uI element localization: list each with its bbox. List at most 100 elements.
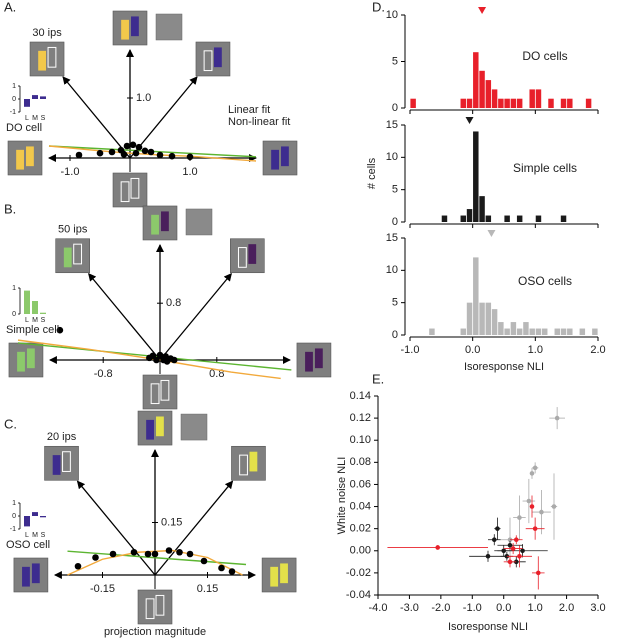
- x-tick-label: -1.0: [463, 602, 482, 614]
- axis-arrow: [159, 272, 232, 361]
- cell-label: DO cell: [6, 122, 42, 134]
- histogram-bar: [410, 98, 416, 108]
- stimulus-thumbnail: [142, 374, 178, 410]
- stimulus-bar: [280, 563, 288, 584]
- histogram-bar: [560, 328, 567, 335]
- stimulus-bar: [26, 146, 34, 167]
- y-tick-label: 0.00: [350, 545, 371, 557]
- stimulus-bar: [121, 19, 129, 40]
- y-tick-label: 0: [392, 329, 398, 341]
- speed-label: 20 ips: [47, 431, 77, 443]
- data-point: [156, 151, 164, 159]
- stimulus-bar: [155, 594, 165, 616]
- histogram-bar: [542, 328, 548, 335]
- data-point: [156, 351, 164, 359]
- stimulus-bar: [31, 563, 40, 584]
- histogram-bar: [460, 215, 466, 222]
- histogram-bar: [529, 328, 535, 335]
- stimulus-bar: [131, 16, 139, 37]
- data-point: [176, 548, 183, 556]
- inset-bar: [40, 312, 46, 314]
- cell-label: Simple cell: [6, 324, 59, 336]
- stimulus-thumbnail: [230, 238, 265, 274]
- inset-category: S: [41, 317, 46, 324]
- data-point: [186, 550, 194, 558]
- axis-arrow: [129, 76, 198, 159]
- x-tick-label: 2.0: [559, 602, 574, 614]
- data-point: [495, 526, 500, 531]
- stimulus-bar: [62, 451, 71, 472]
- data-point: [510, 546, 516, 551]
- axis-arrow: [76, 480, 156, 576]
- histogram-bar: [529, 89, 535, 108]
- x-tick-label: 0.0: [496, 602, 511, 614]
- histogram-bar: [535, 328, 542, 335]
- mean-marker: [465, 117, 474, 124]
- axis-arrow: [88, 272, 161, 361]
- data-point: [56, 326, 64, 334]
- y-tick-label: 0: [392, 216, 398, 228]
- histogram-bar: [466, 302, 473, 335]
- y-tick-label: 0.12: [350, 412, 371, 424]
- histogram-bar: [510, 322, 517, 335]
- inset-category: L: [25, 115, 29, 122]
- data-point: [144, 550, 152, 558]
- panel-label: D.: [372, 0, 385, 14]
- stimulus-thumbnail: [142, 205, 178, 241]
- stimulus-bar: [47, 46, 57, 68]
- stimulus-thumbnail: [262, 140, 298, 176]
- histogram-bar: [429, 328, 435, 335]
- stimulus-thumbnail: [112, 10, 148, 46]
- mean-marker: [478, 7, 487, 14]
- data-point: [170, 356, 178, 364]
- speed-label: 30 ips: [32, 27, 62, 39]
- data-point: [108, 148, 116, 156]
- noise-thumbnail: [185, 208, 213, 236]
- histogram-bar: [510, 98, 517, 108]
- histogram-bar: [567, 98, 573, 108]
- x-tick-label: -0.15: [90, 583, 115, 595]
- histogram-bar: [485, 215, 492, 222]
- stimulus-bar: [270, 566, 279, 587]
- data-point: [507, 542, 513, 548]
- y-tick-label: 1.0: [136, 92, 151, 104]
- y-tick-label: 0.14: [350, 390, 371, 402]
- inset-tick-label: 1: [12, 83, 16, 90]
- stimulus-bar: [52, 455, 61, 475]
- stimulus-bar: [271, 149, 279, 170]
- y-tick-label: 0.10: [350, 434, 371, 446]
- data-point: [168, 152, 176, 160]
- inset-bar: [24, 290, 30, 314]
- panel-label: A.: [4, 0, 16, 14]
- inset-category: L: [25, 317, 29, 324]
- histogram-bar: [548, 98, 554, 108]
- inset-bar: [32, 95, 38, 99]
- stimulus-bar: [161, 211, 169, 232]
- stimulus-bar: [145, 598, 155, 620]
- data-point: [526, 498, 532, 504]
- stimulus-bar: [151, 214, 159, 235]
- noise-thumbnail: [180, 413, 208, 441]
- data-point: [135, 143, 143, 151]
- data-point: [165, 547, 173, 554]
- histogram-bar: [504, 328, 510, 335]
- stimulus-bar: [146, 419, 154, 440]
- histogram-label: OSO cells: [518, 274, 572, 288]
- x-tick-label: -0.8: [94, 368, 113, 380]
- stimulus-bar: [314, 348, 323, 369]
- stimulus-bar: [248, 244, 257, 264]
- histogram-bar: [516, 98, 523, 108]
- stimulus-thumbnail: [44, 445, 79, 481]
- histogram-bar: [535, 215, 542, 222]
- data-point: [520, 548, 525, 554]
- histogram-bar: [504, 98, 510, 108]
- x-tick-label: 1.0: [527, 602, 542, 614]
- histogram-bar: [523, 322, 529, 335]
- histogram-bar: [460, 328, 466, 335]
- data-point: [96, 149, 104, 157]
- stimulus-thumbnail: [261, 557, 297, 593]
- y-tick-label: 5: [392, 184, 398, 196]
- histogram-bar: [441, 215, 448, 222]
- stimulus-thumbnail: [29, 41, 65, 77]
- inset-tick-label: 1: [12, 285, 16, 292]
